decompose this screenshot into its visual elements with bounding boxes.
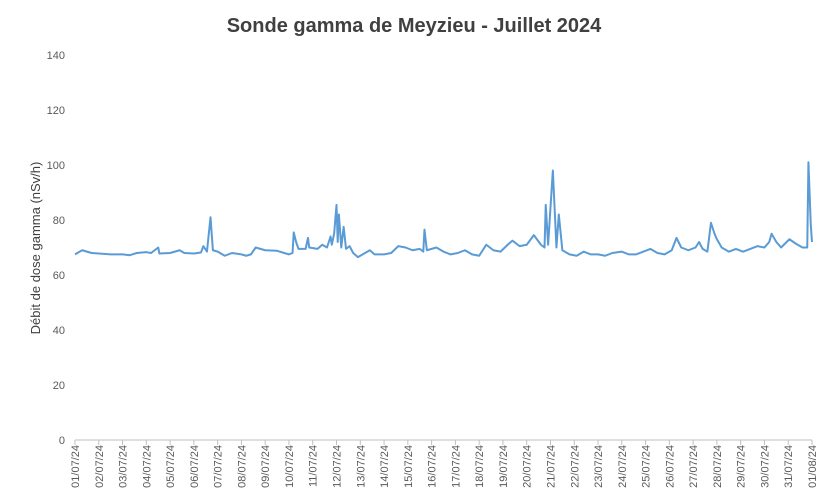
x-tick-label: 22/07/24 bbox=[569, 445, 581, 488]
x-tick-label: 24/07/24 bbox=[617, 445, 629, 488]
x-tick-label: 31/07/24 bbox=[783, 445, 795, 488]
x-tick-label: 06/07/24 bbox=[189, 445, 201, 488]
x-tick-label: 14/07/24 bbox=[379, 445, 391, 488]
x-tick-label: 28/07/24 bbox=[712, 445, 724, 488]
x-tick-label: 15/07/24 bbox=[403, 445, 415, 488]
x-tick-label: 27/07/24 bbox=[688, 445, 700, 488]
x-tick-label: 19/07/24 bbox=[498, 445, 510, 488]
x-tick-label: 12/07/24 bbox=[332, 445, 344, 488]
x-tick-label: 01/07/24 bbox=[70, 445, 82, 488]
x-tick-label: 25/07/24 bbox=[641, 445, 653, 488]
y-tick-label: 60 bbox=[53, 270, 65, 282]
x-tick-label: 23/07/24 bbox=[593, 445, 605, 488]
x-tick-label: 08/07/24 bbox=[236, 445, 248, 488]
x-tick-label: 17/07/24 bbox=[450, 445, 462, 488]
x-tick-label: 01/08/24 bbox=[807, 445, 819, 488]
x-tick-label: 26/07/24 bbox=[664, 445, 676, 488]
chart-title: Sonde gamma de Meyzieu - Juillet 2024 bbox=[227, 15, 602, 37]
x-tick-label: 05/07/24 bbox=[165, 445, 177, 488]
y-axis-title: Débit de dose gamma (nSv/h) bbox=[28, 162, 43, 335]
y-tick-label: 120 bbox=[47, 105, 65, 117]
y-tick-label: 40 bbox=[53, 325, 65, 337]
x-tick-label: 13/07/24 bbox=[355, 445, 367, 488]
x-tick-label: 03/07/24 bbox=[118, 445, 130, 488]
x-tick-label: 02/07/24 bbox=[94, 445, 106, 488]
x-tick-label: 04/07/24 bbox=[141, 445, 153, 488]
x-tick-label: 29/07/24 bbox=[736, 445, 748, 488]
y-tick-label: 20 bbox=[53, 380, 65, 392]
y-tick-label: 100 bbox=[47, 160, 65, 172]
x-tick-label: 16/07/24 bbox=[427, 445, 439, 488]
x-tick-label: 18/07/24 bbox=[474, 445, 486, 488]
y-tick-label: 140 bbox=[47, 50, 65, 62]
x-tick-label: 30/07/24 bbox=[759, 445, 771, 488]
y-tick-label: 80 bbox=[53, 215, 65, 227]
x-tick-label: 07/07/24 bbox=[213, 445, 225, 488]
x-tick-label: 20/07/24 bbox=[522, 445, 534, 488]
x-tick-label: 10/07/24 bbox=[284, 445, 296, 488]
data-line bbox=[74, 161, 813, 259]
x-tick-label: 21/07/24 bbox=[545, 445, 557, 488]
x-tick-label: 09/07/24 bbox=[260, 445, 272, 488]
y-tick-label: 0 bbox=[59, 435, 65, 447]
x-tick-label: 11/07/24 bbox=[308, 445, 320, 487]
